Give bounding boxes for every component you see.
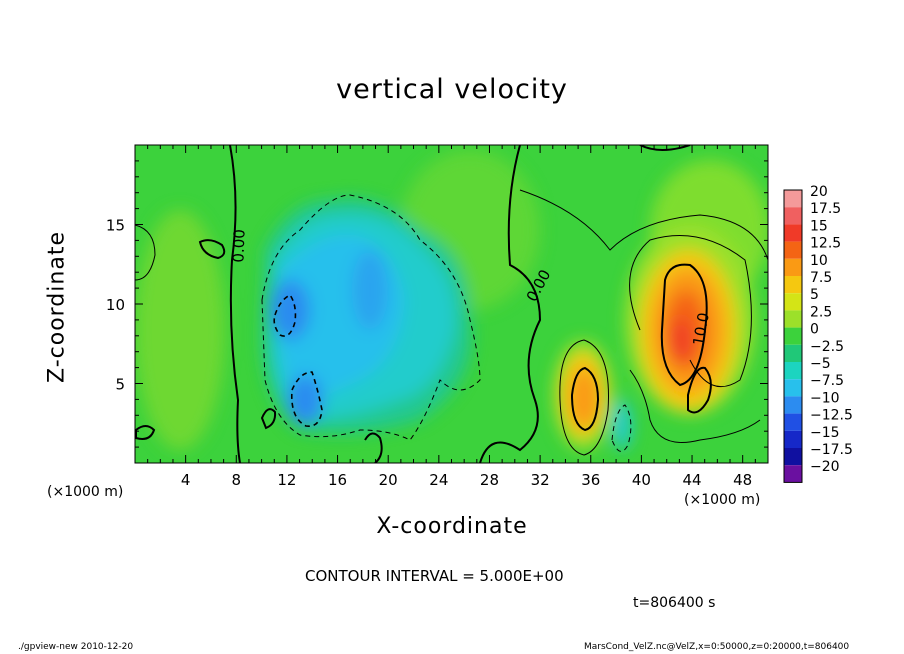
zero-contour-mid <box>479 145 542 463</box>
small-zero-loop-4 <box>364 432 383 463</box>
colorbar-label: 10 <box>810 253 828 269</box>
contour-35-outer <box>559 339 609 456</box>
x-tick-label: 20 <box>379 471 398 489</box>
colorbar-label: 5 <box>810 287 819 303</box>
chart-title: vertical velocity <box>336 74 568 105</box>
neg-contour-inner-2 <box>290 371 323 427</box>
colorbar-swatch <box>784 293 802 311</box>
colorbar-label: −17.5 <box>810 442 853 458</box>
small-zero-loop-1 <box>198 239 226 260</box>
colorbar-swatch <box>784 362 802 380</box>
x-tick-label: 40 <box>632 471 651 489</box>
y-tick-label: 10 <box>106 296 125 314</box>
contour-right <box>629 235 752 388</box>
x-axis: 4 8 12 16 20 24 28 32 36 40 44 48 <box>147 145 756 489</box>
neg-contour-inner-1 <box>273 293 297 337</box>
colorbar-frame <box>783 189 803 483</box>
x-tick-label: 12 <box>277 471 296 489</box>
colorbar-swatch <box>784 396 802 414</box>
zero-contour-left <box>229 145 241 463</box>
colorbar-swatch <box>784 430 802 448</box>
x-tick-label: 28 <box>480 471 499 489</box>
colorbar-swatch <box>784 224 802 242</box>
x-tick-label: 36 <box>581 471 600 489</box>
footer-right: MarsCond_VelZ.nc@VelZ,x=0:50000,z=0:2000… <box>584 642 850 652</box>
colorbar-label: 0 <box>810 322 819 338</box>
time-label: t=806400 s <box>633 595 716 611</box>
contour-40 <box>629 369 761 443</box>
x-unit-label-right: (×1000 m) <box>684 492 761 508</box>
y-axis: 5 10 15 <box>106 160 768 448</box>
ten-contour-lower <box>687 366 712 414</box>
contour-upper-right <box>519 189 768 261</box>
velocity-field <box>135 145 768 463</box>
colorbar-swatch <box>784 310 802 328</box>
contour-label: 10.0 <box>689 311 713 347</box>
contour-35 <box>570 366 600 432</box>
colorbar-swatch <box>784 413 802 431</box>
x-tick-label: 16 <box>328 471 347 489</box>
ten-contour <box>660 263 708 387</box>
colorbar-label: 17.5 <box>810 201 841 217</box>
contour-label: 0.00 <box>229 229 248 263</box>
left-thin <box>135 224 156 281</box>
colorbar-label: −5 <box>810 356 831 372</box>
x-tick-label: 4 <box>181 471 191 489</box>
colorbar-swatch <box>784 379 802 397</box>
x-axis-label: X-coordinate <box>376 514 528 539</box>
colorbar-swatch <box>784 448 802 466</box>
colorbar-label: 20 <box>810 184 828 200</box>
x-tick-label: 44 <box>682 471 701 489</box>
colorbar-label: 7.5 <box>810 270 832 286</box>
small-zero-loop-5 <box>639 145 691 151</box>
y-tick-label: 15 <box>106 217 125 235</box>
colorbar-swatch <box>784 190 802 208</box>
colorbar-swatch <box>784 344 802 362</box>
small-zero-loop-3 <box>260 408 277 430</box>
x-tick-label: 48 <box>733 471 752 489</box>
colorbar-swatch <box>784 276 802 294</box>
colorbar-label: 2.5 <box>810 304 832 320</box>
colorbar-label: −12.5 <box>810 408 853 424</box>
colorbar-swatch <box>784 327 802 345</box>
contour-lines <box>135 145 768 463</box>
colorbar-swatch <box>784 207 802 225</box>
x-tick-label: 8 <box>232 471 242 489</box>
colorbar-swatch <box>784 465 802 483</box>
colorbar-label: −7.5 <box>810 373 844 389</box>
footer-left: ./gpview-new 2010-12-20 <box>18 642 134 652</box>
colorbar-swatch <box>784 258 802 276</box>
x-tick-label: 32 <box>531 471 550 489</box>
x-unit-label-left: (×1000 m) <box>47 484 124 500</box>
neg-contour-lower <box>611 404 632 452</box>
colorbar-label: 12.5 <box>810 236 841 252</box>
x-tick-label: 24 <box>429 471 448 489</box>
small-zero-loop-2 <box>135 425 156 440</box>
colorbar-label: −2.5 <box>810 339 844 355</box>
contour-interval-label: CONTOUR INTERVAL = 5.000E+00 <box>305 567 564 585</box>
colorbar-label: −10 <box>810 390 840 406</box>
colorbar-label: −20 <box>810 459 840 475</box>
y-axis-label: Z-coordinate <box>44 231 70 383</box>
neg-contour-outer <box>261 194 481 441</box>
colorbar-swatch <box>784 241 802 259</box>
colorbar-label: −15 <box>810 425 840 441</box>
colorbar-label: 15 <box>810 218 828 234</box>
y-tick-label: 5 <box>115 376 125 394</box>
